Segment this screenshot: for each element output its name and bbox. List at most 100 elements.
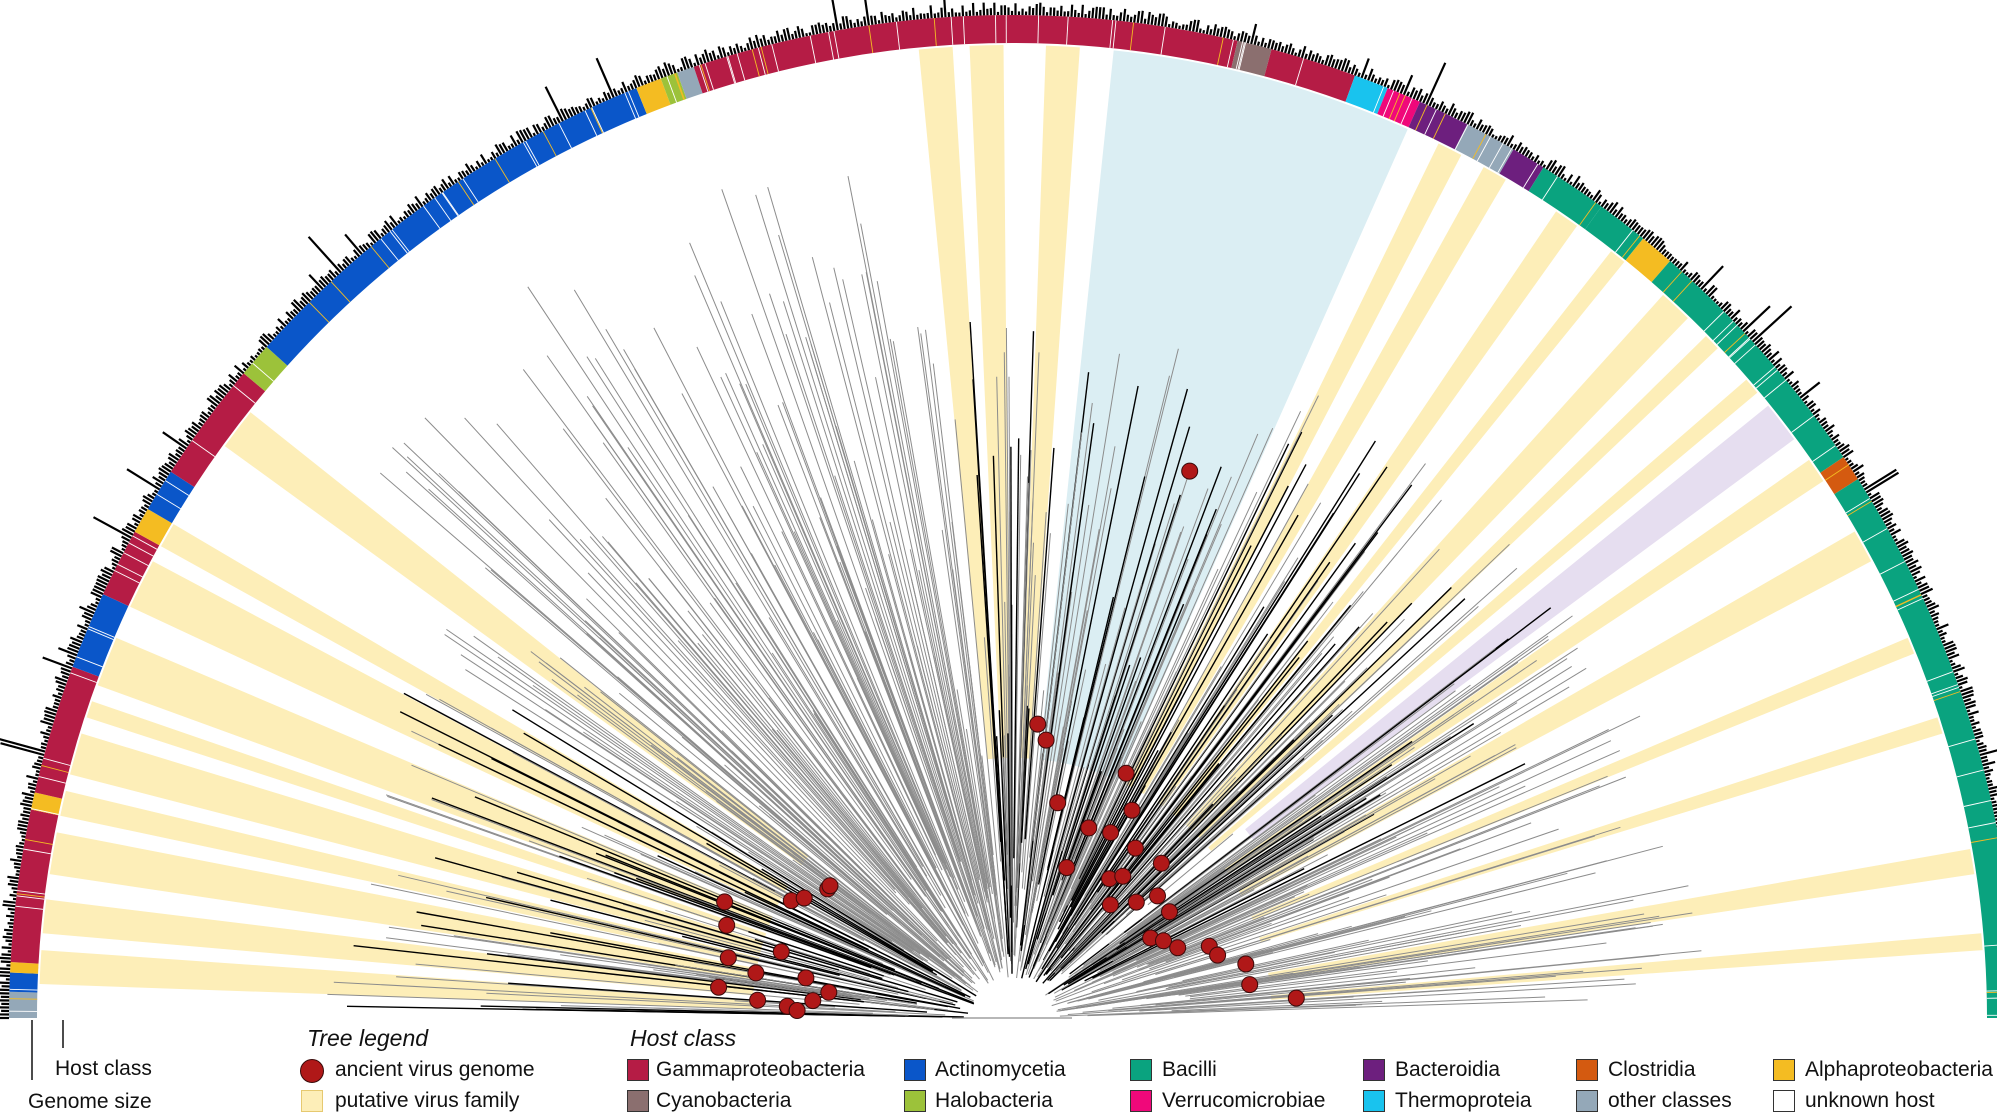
genome-size-bar xyxy=(628,86,630,91)
genome-size-bar xyxy=(806,33,807,36)
genome-size-bar xyxy=(1197,20,1199,32)
genome-size-bar xyxy=(1567,175,1572,183)
genome-size-bar xyxy=(826,23,828,32)
genome-size-bar xyxy=(928,13,929,19)
genome-size-bar xyxy=(771,37,773,44)
genome-size-bar xyxy=(1436,104,1438,109)
genome-size-bar xyxy=(1529,152,1533,158)
genome-size-bar xyxy=(1935,625,1939,627)
tree-legend-label: putative virus family xyxy=(335,1089,519,1113)
genome-size-bar xyxy=(1261,38,1263,47)
genome-size-bar xyxy=(28,784,36,786)
genome-size-bar xyxy=(56,689,63,692)
genome-size-bar xyxy=(229,384,232,387)
genome-size-bar xyxy=(0,956,11,959)
genome-size-bar xyxy=(618,90,620,94)
genome-size-bar xyxy=(1789,382,1792,384)
genome-size-bar xyxy=(756,35,759,47)
genome-size-bar xyxy=(371,243,373,245)
genome-size-bar xyxy=(1968,711,1979,714)
genome-size-bar xyxy=(1552,167,1556,173)
genome-size-bar xyxy=(58,648,77,655)
genome-size-bar xyxy=(1335,59,1338,68)
genome-size-axis-label: Genome size xyxy=(28,1090,152,1114)
genome-size-bar xyxy=(1401,85,1405,94)
genome-size-bar xyxy=(1959,687,1962,688)
genome-size-bar xyxy=(1734,318,1738,322)
genome-size-bar xyxy=(1186,25,1187,31)
genome-size-bar xyxy=(736,44,739,53)
genome-size-bar xyxy=(1124,9,1125,21)
genome-size-bar xyxy=(1894,539,1897,541)
genome-size-bar xyxy=(1992,802,1997,803)
genome-size-bar xyxy=(1830,435,1833,437)
genome-size-bar xyxy=(1474,124,1476,128)
genome-size-bar xyxy=(416,204,420,209)
genome-size-bar xyxy=(1942,641,1945,642)
genome-size-bar xyxy=(1455,113,1458,118)
cyanobacteria-swatch xyxy=(627,1090,649,1112)
genome-size-bar xyxy=(20,832,26,833)
genome-size-bar xyxy=(56,681,66,685)
genome-size-bar xyxy=(1272,40,1274,49)
genome-size-bar xyxy=(1914,577,1917,579)
genome-size-bar xyxy=(1767,353,1772,357)
genome-size-bar xyxy=(492,152,496,158)
genome-size-bar xyxy=(1975,736,1983,738)
genome-size-bar xyxy=(889,16,890,23)
genome-size-bar xyxy=(141,507,147,510)
host-class-stripe xyxy=(1987,998,1997,999)
genome-size-bar xyxy=(1828,431,1833,435)
genome-size-bar xyxy=(1113,15,1114,20)
genome-size-bar xyxy=(1268,39,1270,48)
genome-size-bar xyxy=(1099,7,1100,19)
ancient-virus-genome xyxy=(1030,716,1046,732)
ancient-virus-genome xyxy=(1153,855,1169,871)
genome-size-bar xyxy=(840,23,841,29)
genome-size-bar xyxy=(1564,178,1566,181)
genome-size-bar xyxy=(689,59,692,68)
genome-size-bar xyxy=(1526,150,1530,156)
genome-size-bar xyxy=(19,843,24,844)
genome-size-bar xyxy=(1771,360,1774,363)
genome-size-bar xyxy=(1776,364,1780,368)
genome-size-bar xyxy=(1992,804,1997,806)
genome-size-bar xyxy=(1072,5,1073,17)
genome-size-bar xyxy=(1200,29,1201,33)
genome-size-bar xyxy=(1743,306,1770,331)
genome-size-bar xyxy=(408,210,411,215)
genome-size-bar xyxy=(62,676,68,678)
genome-size-bar xyxy=(614,89,617,96)
genome-size-bar xyxy=(1576,183,1580,188)
genome-size-bar xyxy=(1388,85,1389,88)
genome-size-bar xyxy=(1798,392,1801,395)
genome-size-bar xyxy=(1590,195,1592,198)
genome-size-bar xyxy=(787,28,790,40)
genome-size-bar xyxy=(583,107,585,111)
genome-size-bar xyxy=(1241,31,1243,41)
genome-size-bar xyxy=(1285,45,1287,53)
genome-size-bar xyxy=(1292,48,1294,55)
genome-size-bar xyxy=(781,35,783,42)
genome-size-bar xyxy=(1120,12,1121,21)
genome-size-bar xyxy=(1729,312,1734,316)
genome-size-bar xyxy=(1983,762,1996,765)
genome-size-bar xyxy=(6,941,13,942)
genome-size-bar xyxy=(455,180,457,183)
genome-size-bar xyxy=(1990,794,1997,796)
genome-size-bar xyxy=(8,909,15,910)
genome-size-bar xyxy=(1889,529,1894,532)
genome-size-bar xyxy=(4,930,13,931)
genome-size-bar xyxy=(37,760,42,761)
genome-size-bar xyxy=(1823,425,1828,429)
ancient-virus-genome xyxy=(750,992,766,1008)
genome-size-bar xyxy=(1224,27,1226,38)
genome-size-bar xyxy=(1420,96,1423,102)
genome-size-bar xyxy=(25,797,33,799)
ancient-virus-genome xyxy=(1127,840,1143,856)
genome-size-bar xyxy=(423,202,425,205)
genome-size-bar xyxy=(906,12,907,21)
genome-size-bar xyxy=(1483,125,1487,132)
genome-size-bar xyxy=(763,35,766,46)
